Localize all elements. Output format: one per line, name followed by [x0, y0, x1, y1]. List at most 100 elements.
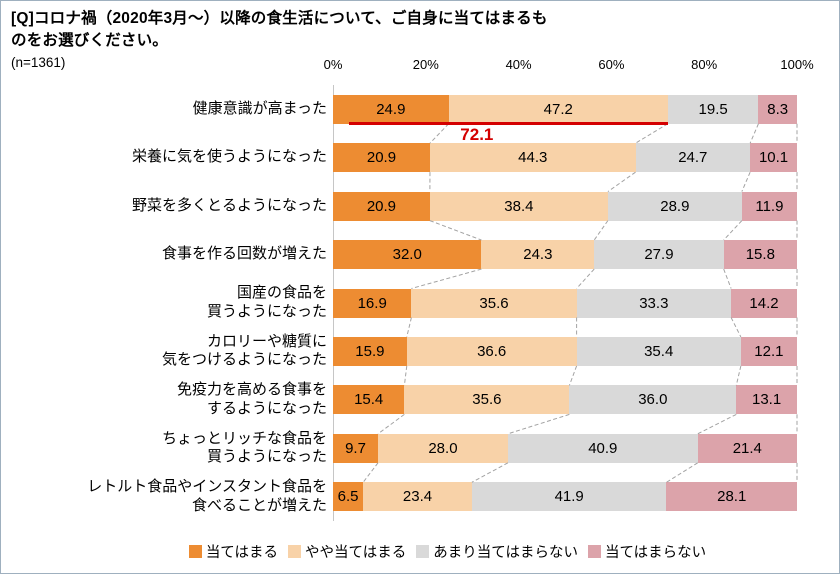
bar-row: 6.5 23.4 41.9 28.1: [333, 482, 797, 512]
category-label: レトルト食品やインスタント食品を 食べることが増えた: [87, 478, 327, 514]
bar-segment: 23.4: [363, 482, 472, 512]
x-axis-tick-label: 60%: [598, 57, 625, 72]
category-label: 食事を作る回数が増えた: [161, 245, 327, 263]
bar-segment: 35.6: [404, 385, 570, 415]
bar-row: 9.7 28.0 40.9 21.4: [333, 433, 797, 463]
value-label: 47.2: [543, 100, 573, 118]
bar-segment: 35.6: [411, 288, 577, 318]
bar-segment: 15.9: [333, 336, 407, 366]
bar-segment: 16.9: [333, 288, 412, 318]
value-label: 32.0: [392, 246, 422, 264]
category-label: 野菜を多くとるようになった: [131, 196, 327, 214]
bar-segment: 24.3: [481, 240, 595, 270]
bar-segment: 15.4: [333, 385, 405, 415]
value-label: 38.4: [504, 197, 534, 215]
legend-item: あまり当てはまらない: [416, 541, 578, 562]
category-label: 栄養に気を使うようになった: [131, 148, 327, 166]
bar-segment: 32.0: [333, 240, 482, 270]
category-label: 国産の食品を 買うようになった: [206, 284, 327, 320]
bar-segment: 24.7: [635, 143, 751, 173]
value-label: 21.4: [732, 439, 762, 457]
legend-label: あまり当てはまらない: [433, 545, 578, 561]
category-label: ちょっとリッチな食品を 買うようになった: [161, 429, 327, 466]
bar-segment: 19.5: [667, 94, 759, 124]
value-label: 11.9: [755, 197, 784, 215]
bar-segment: 36.6: [406, 336, 577, 366]
value-label: 20.9: [366, 149, 397, 167]
value-label: 35.4: [644, 342, 674, 360]
legend-item: やや当てはまる: [288, 541, 406, 562]
category-label: 免疫力を高める食事を するようになった: [176, 381, 327, 417]
value-label: 36.0: [638, 391, 668, 409]
bar-row: 24.9 47.2 19.5 8.3: [333, 94, 797, 124]
value-label: 28.1: [717, 488, 747, 506]
bar-segment: 47.2: [448, 94, 668, 124]
bar-row: 20.9 44.3 24.7 10.1: [333, 143, 797, 173]
chart-title: [Q]コロナ禍（2020年3月～）以降の食生活について、ご自身に当てはまるものを…: [11, 10, 548, 50]
bar-segment: 6.5: [333, 482, 364, 512]
bar-segment: 44.3: [429, 143, 636, 173]
value-label: 36.6: [477, 342, 507, 360]
bar-segment: 33.3: [576, 288, 732, 318]
chart-header: [Q]コロナ禍（2020年3月～）以降の食生活について、ご自身に当てはまるものを…: [11, 8, 559, 70]
annotation-line: [349, 121, 668, 125]
sample-size-label: (n=1361): [11, 54, 66, 70]
category-label: カロリーや糖質に 気をつけるようになった: [161, 332, 327, 369]
value-label: 19.5: [698, 100, 728, 118]
bar-segment: 28.1: [666, 482, 797, 512]
value-label: 12.1: [754, 342, 784, 360]
bar-row: 15.4 35.6 36.0 13.1: [333, 385, 797, 415]
value-label: 44.3: [518, 149, 548, 167]
bar-segment: 20.9: [333, 191, 430, 221]
bar-segment: 14.2: [731, 288, 797, 318]
value-label: 15.8: [745, 246, 775, 264]
bar-segment: 12.1: [740, 336, 797, 366]
value-label: 13.1: [752, 391, 782, 409]
legend-label: 当てはまらない: [604, 545, 707, 561]
bar-segment: 35.4: [576, 336, 741, 366]
bar-segment: 11.9: [741, 191, 797, 221]
value-label: 35.6: [479, 294, 509, 312]
category-axis-line: [333, 85, 334, 521]
bar-row: 15.9 36.6 35.4 12.1: [333, 336, 797, 366]
bar-row: 32.0 24.3 27.9 15.8: [333, 240, 797, 270]
bar-segment: 21.4: [697, 433, 797, 463]
bar-row: 20.9 38.4 28.9 11.9: [333, 191, 797, 221]
value-label: 24.3: [523, 246, 553, 264]
bar-segment: 13.1: [736, 385, 797, 415]
value-label: 15.4: [354, 391, 384, 409]
bar-segment: 36.0: [569, 385, 737, 415]
legend-item: 当てはまる: [188, 541, 278, 562]
legend-label: やや当てはまる: [305, 545, 407, 561]
value-label: 9.7: [345, 439, 366, 457]
value-label: 40.9: [588, 439, 618, 457]
legend-swatch: [416, 545, 430, 558]
value-label: 10.1: [758, 149, 789, 167]
legend-swatch: [188, 545, 202, 558]
bar-segment: 10.1: [750, 143, 797, 173]
bar-segment: 40.9: [507, 433, 698, 463]
bar-segment: 28.0: [378, 433, 508, 463]
value-label: 8.3: [767, 100, 789, 118]
value-label: 15.9: [355, 342, 385, 360]
value-label: 16.9: [357, 294, 387, 312]
value-label: 14.2: [749, 294, 779, 312]
legend-item: 当てはまらない: [587, 541, 707, 562]
connector-lines: [362, 123, 798, 483]
bar-segment: 28.9: [607, 191, 742, 221]
value-label: 28.0: [428, 439, 458, 457]
bar-segment: 24.9: [333, 94, 449, 124]
legend: 当てはまる やや当てはまる あまり当てはまらない 当てはまらない: [1, 541, 839, 562]
x-axis-tick-label: 80%: [691, 57, 718, 72]
bar-segment: 27.9: [594, 240, 724, 270]
value-label: 27.9: [644, 246, 674, 264]
value-label: 23.4: [402, 488, 433, 506]
value-label: 41.9: [554, 488, 584, 506]
legend-swatch: [288, 545, 302, 558]
legend-swatch: [587, 545, 601, 558]
bar-segment: 8.3: [758, 94, 797, 124]
